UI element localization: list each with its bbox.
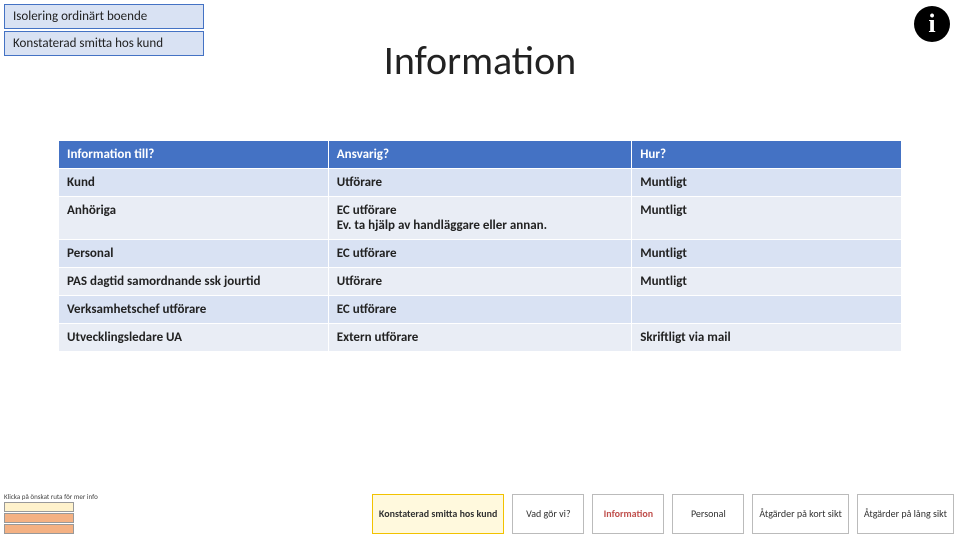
table-row: Utvecklingsledare UA Extern utförare Skr… — [59, 324, 902, 352]
legend-swatch — [4, 502, 74, 512]
legend-title: Klicka på önskat ruta för mer info — [4, 492, 98, 501]
legend-row — [4, 502, 98, 512]
legend-swatch — [4, 513, 74, 523]
table-header-row: Information till? Ansvarig? Hur? — [59, 141, 902, 169]
cell: Muntligt — [632, 197, 902, 240]
footer-box-information[interactable]: Information — [592, 494, 664, 534]
cell: EC utförare — [328, 296, 631, 324]
footer-box-konstaterad[interactable]: Konstaterad smitta hos kund — [372, 494, 504, 534]
cell: Personal — [59, 240, 329, 268]
info-table: Information till? Ansvarig? Hur? Kund Ut… — [58, 140, 902, 352]
table-row: PAS dagtid samordnande ssk jourtid Utför… — [59, 268, 902, 296]
footer-box-personal[interactable]: Personal — [672, 494, 744, 534]
legend-swatch — [4, 524, 74, 534]
cell: Muntligt — [632, 169, 902, 197]
footer-box-kort[interactable]: Åtgärder på kort sikt — [752, 494, 848, 534]
legend: Klicka på önskat ruta för mer info — [4, 492, 98, 534]
cell: Verksamhetschef utförare — [59, 296, 329, 324]
th-ansvarig: Ansvarig? — [328, 141, 631, 169]
legend-row — [4, 513, 98, 523]
cell: PAS dagtid samordnande ssk jourtid — [59, 268, 329, 296]
cell: Kund — [59, 169, 329, 197]
table-row: Personal EC utförare Muntligt — [59, 240, 902, 268]
cell: Extern utförare — [328, 324, 631, 352]
th-info-till: Information till? — [59, 141, 329, 169]
table-row: Verksamhetschef utförare EC utförare — [59, 296, 902, 324]
page-title: Information — [0, 36, 960, 85]
footer-box-vad[interactable]: Vad gör vi? — [512, 494, 584, 534]
cell: EC utförare — [328, 240, 631, 268]
tag-isolering: Isolering ordinärt boende — [4, 4, 204, 29]
cell: Skriftligt via mail — [632, 324, 902, 352]
cell: Utförare — [328, 169, 631, 197]
cell: Muntligt — [632, 240, 902, 268]
cell: Utförare — [328, 268, 631, 296]
th-hur: Hur? — [632, 141, 902, 169]
cell: Anhöriga — [59, 197, 329, 240]
table-row: Kund Utförare Muntligt — [59, 169, 902, 197]
cell: EC utförareEv. ta hjälp av handläggare e… — [328, 197, 631, 240]
cell — [632, 296, 902, 324]
footer-nav: Konstaterad smitta hos kund Vad gör vi? … — [372, 494, 954, 534]
footer-box-lang[interactable]: Åtgärder på lång sikt — [857, 494, 954, 534]
legend-row — [4, 524, 98, 534]
table-row: Anhöriga EC utförareEv. ta hjälp av hand… — [59, 197, 902, 240]
cell: Muntligt — [632, 268, 902, 296]
cell: Utvecklingsledare UA — [59, 324, 329, 352]
